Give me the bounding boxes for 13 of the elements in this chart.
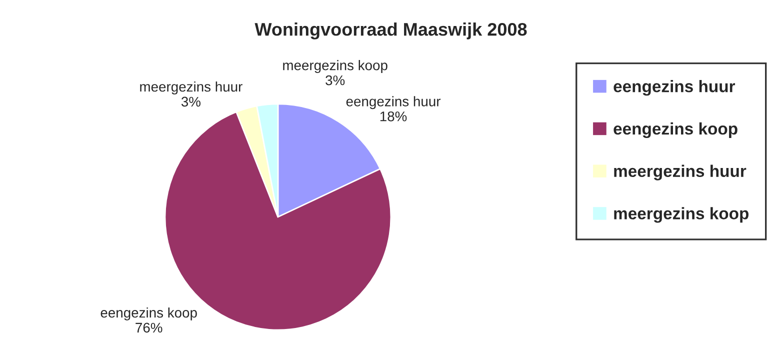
chart-title: Woningvoorraad Maaswijk 2008 xyxy=(254,22,527,40)
slice-label: meergezins huur xyxy=(140,81,242,94)
data-label: 18% xyxy=(380,111,407,122)
slice-label: eengezins huur xyxy=(346,96,441,110)
legend-label: meergezins koop xyxy=(614,207,749,223)
slice-label: meergezins koop xyxy=(283,60,388,74)
legend-label: eengezins koop xyxy=(614,122,738,138)
legend-label: eengezins huur xyxy=(614,80,736,96)
data-label: 3% xyxy=(181,96,200,107)
data-label: 3% xyxy=(326,75,345,86)
slice-label: eengezins koop xyxy=(100,307,197,320)
legend-label: meergezins huur xyxy=(614,164,746,180)
data-label: 76% xyxy=(136,322,162,333)
